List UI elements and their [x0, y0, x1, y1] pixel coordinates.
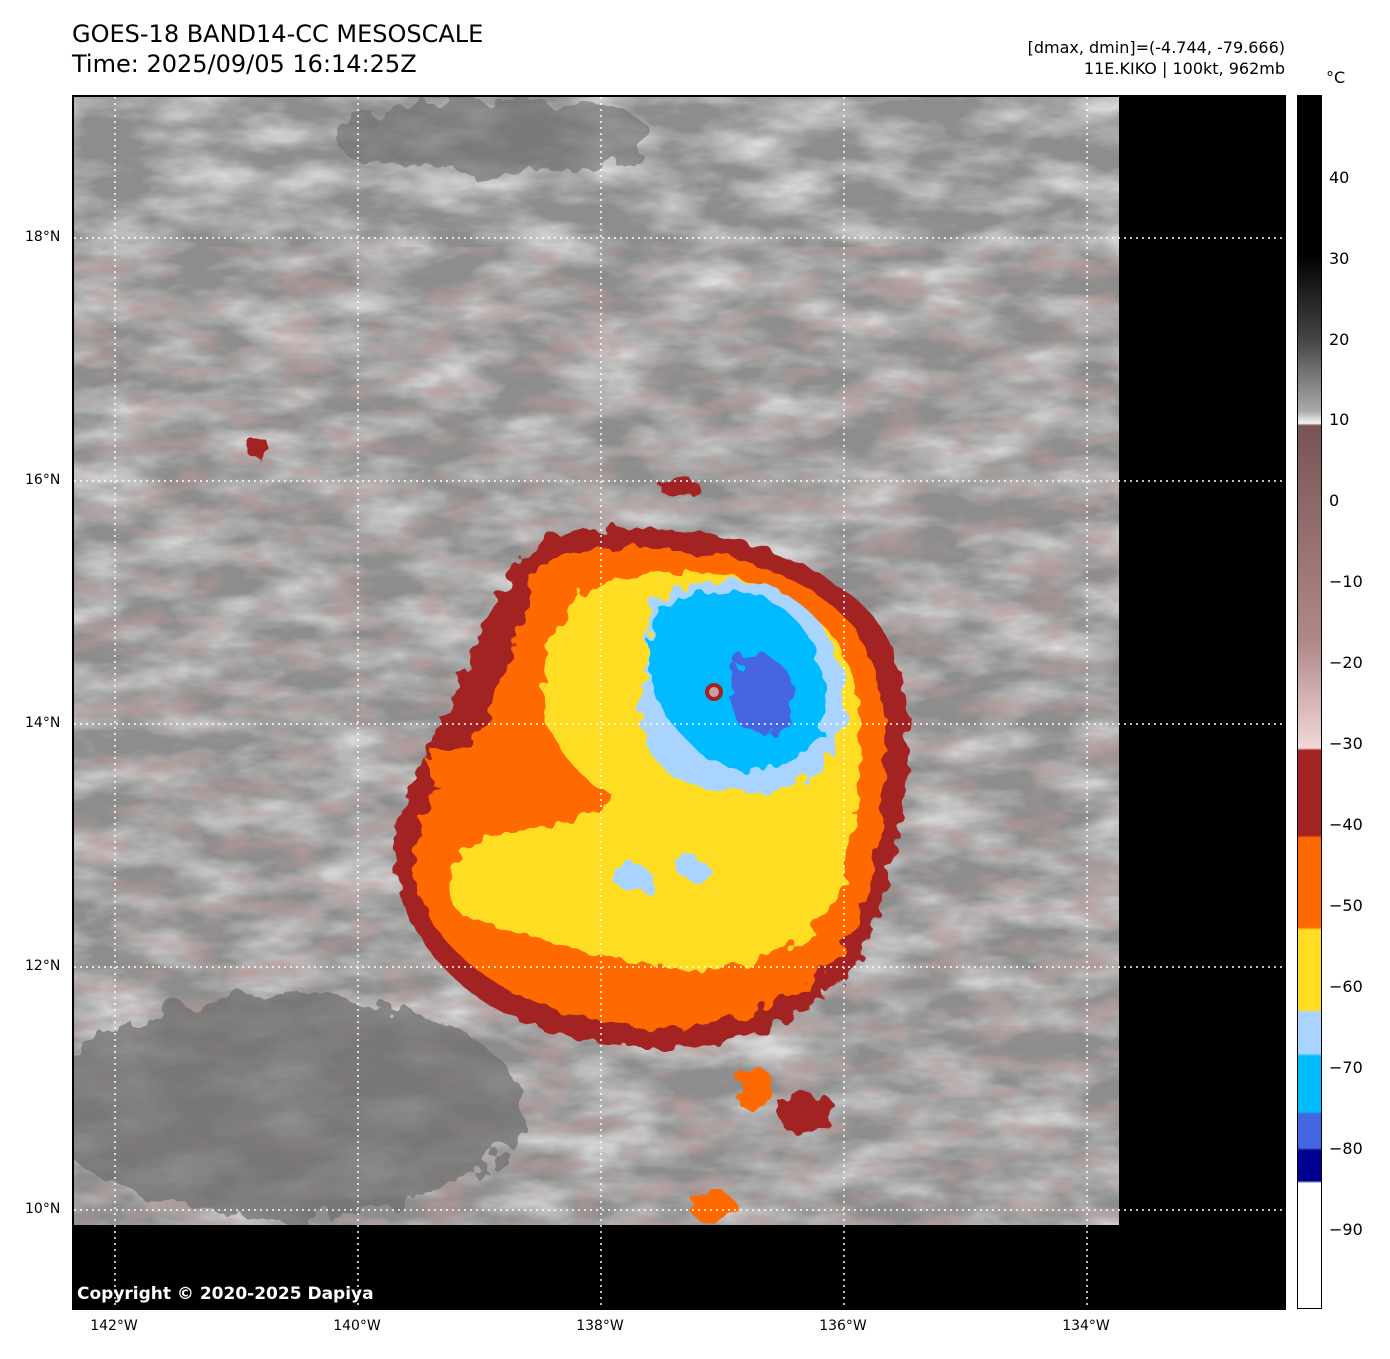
satellite-map: [72, 95, 1286, 1310]
title-line-1: GOES-18 BAND14-CC MESOSCALE: [72, 20, 484, 48]
lon-label-140w: 140°W: [333, 1318, 381, 1334]
colorbar-gradient: [1298, 96, 1321, 1308]
copyright-notice: Copyright © 2020-2025 Dapiya: [77, 1284, 374, 1304]
no-data-right: [1119, 97, 1284, 1308]
colorbar-tick: 20: [1329, 330, 1350, 349]
colorbar: [1297, 95, 1322, 1309]
colorbar-tick: −50: [1329, 896, 1363, 915]
lon-label-134w: 134°W: [1062, 1318, 1110, 1334]
colorbar-tick: −80: [1329, 1139, 1363, 1158]
colorbar-tick: −90: [1329, 1220, 1363, 1239]
storm-info-label: 11E.KIKO | 100kt, 962mb: [1083, 59, 1285, 78]
gridlines: [74, 97, 1284, 1308]
colorbar-tick: −40: [1329, 815, 1363, 834]
colorbar-tick: −60: [1329, 977, 1363, 996]
colorbar-tick: −30: [1329, 734, 1363, 753]
colorbar-tick: 40: [1329, 168, 1350, 187]
colorbar-tick: −70: [1329, 1058, 1363, 1077]
colorbar-unit: °C: [1326, 68, 1346, 87]
colorbar-tick: 30: [1329, 249, 1350, 268]
lat-label-18n: 18°N: [25, 229, 61, 245]
data-range-label: [dmax, dmin]=(-4.744, -79.666): [1027, 38, 1285, 57]
colorbar-tick: 10: [1329, 410, 1350, 429]
title-line-2: Time: 2025/09/05 16:14:25Z: [72, 50, 417, 78]
lat-label-12n: 12°N: [25, 958, 61, 974]
lat-label-10n: 10°N: [25, 1201, 61, 1217]
lon-label-138w: 138°W: [576, 1318, 624, 1334]
storm-core: [394, 528, 909, 1049]
colorbar-tick: 0: [1329, 491, 1340, 510]
lat-label-14n: 14°N: [25, 715, 61, 731]
satellite-image: [74, 97, 1284, 1308]
lon-label-136w: 136°W: [819, 1318, 867, 1334]
lat-label-16n: 16°N: [25, 472, 61, 488]
colorbar-tick: −10: [1329, 572, 1363, 591]
no-data-bottom: [74, 1225, 1284, 1308]
colorbar-tick: −20: [1329, 653, 1363, 672]
lon-label-142w: 142°W: [90, 1318, 138, 1334]
